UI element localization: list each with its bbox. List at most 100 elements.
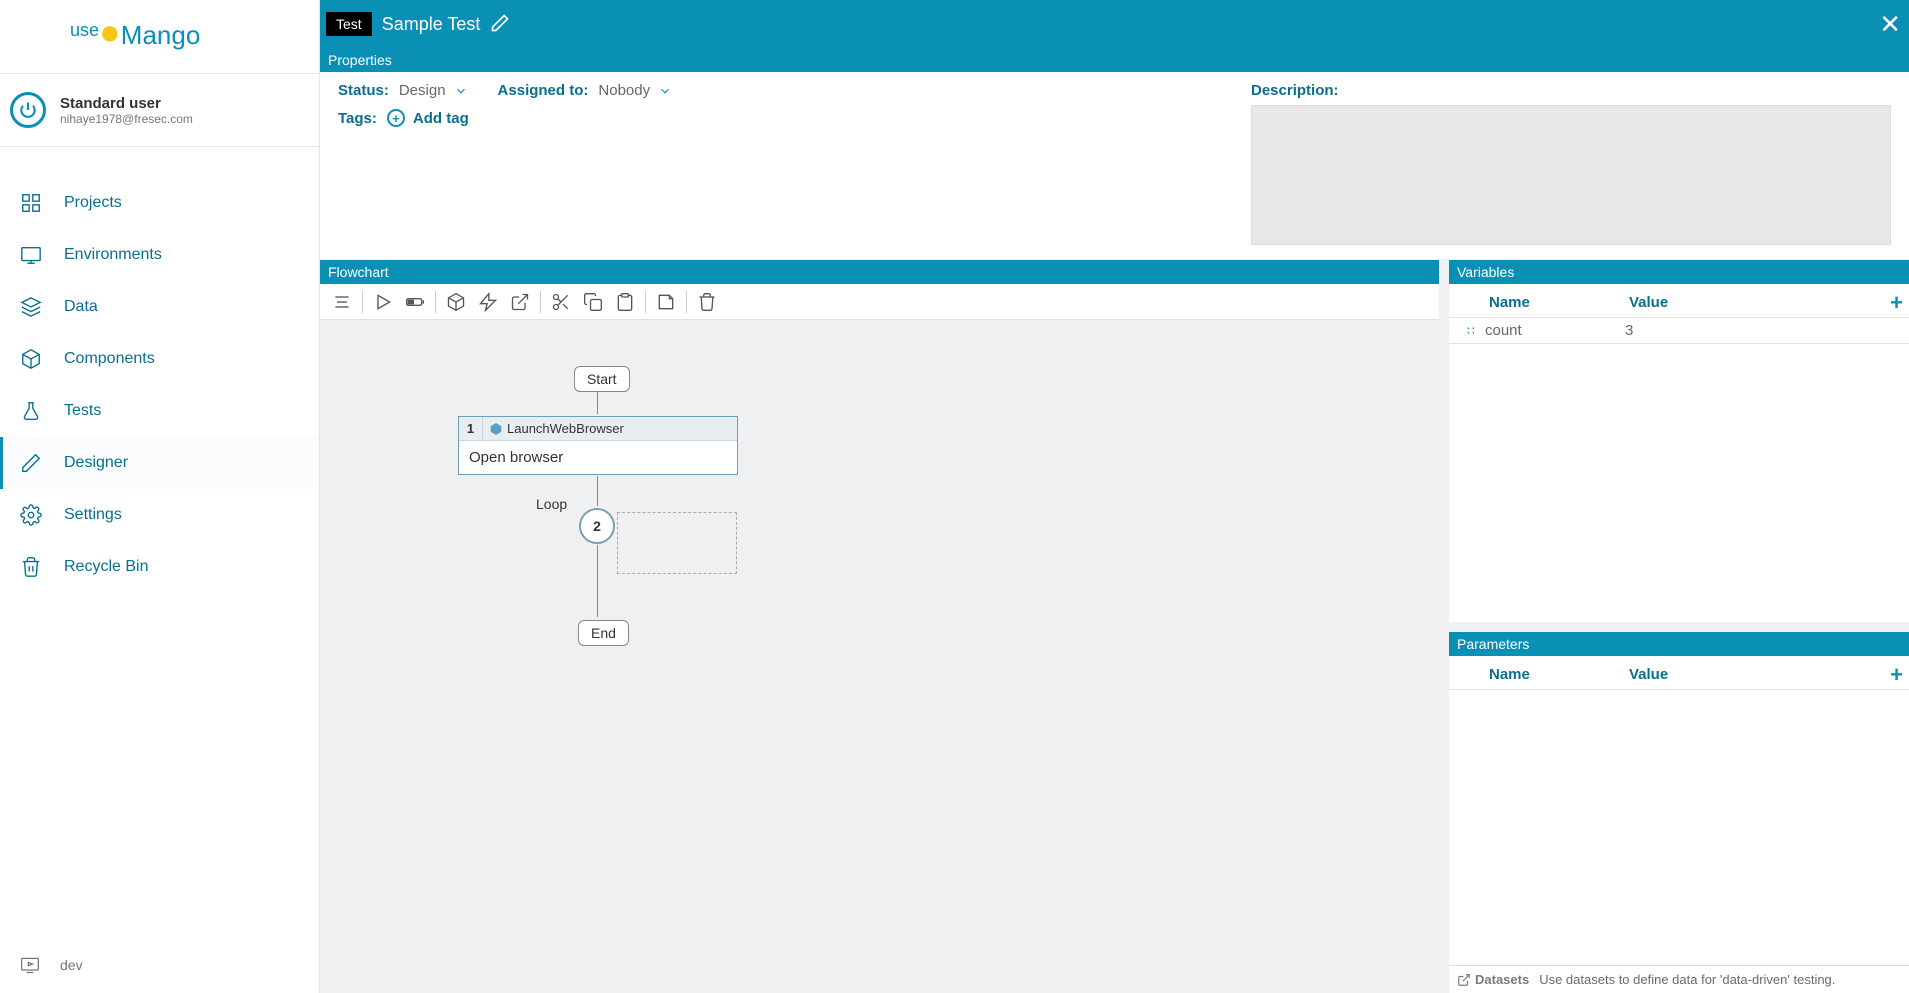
cube-icon: [446, 292, 466, 312]
add-tag-button[interactable]: Add tag: [413, 110, 469, 127]
nav-projects[interactable]: Projects: [0, 177, 319, 229]
cube-small-icon: [489, 422, 503, 436]
note-icon: [656, 292, 676, 312]
add-parameter-button[interactable]: +: [1890, 662, 1903, 688]
parameters-columns: Name Value: [1449, 656, 1909, 690]
variables-header: Variables: [1449, 260, 1909, 284]
nav-components[interactable]: Components: [0, 333, 319, 385]
titlebar: Test Sample Test ✕: [320, 0, 1909, 48]
col-value: Value: [1629, 294, 1668, 311]
nav-label: Recycle Bin: [64, 558, 148, 576]
external-link-icon: [1457, 973, 1471, 987]
logo[interactable]: use●Mango: [0, 0, 319, 74]
flowchart-column: Flowchart: [320, 260, 1439, 993]
datasets-link[interactable]: Datasets: [1457, 972, 1529, 987]
sidebar-footer[interactable]: dev: [20, 955, 83, 975]
nav-label: Tests: [64, 402, 101, 420]
paste-button[interactable]: [609, 287, 641, 317]
step-node[interactable]: 1 LaunchWebBrowser Open browser: [458, 416, 738, 475]
delete-button[interactable]: [691, 287, 723, 317]
align-icon: [332, 292, 352, 312]
bolt-icon: [478, 292, 498, 312]
properties-header: Properties: [320, 48, 1909, 72]
chevron-down-icon[interactable]: [454, 84, 468, 98]
workspace: Flowchart: [320, 260, 1909, 993]
battery-button[interactable]: [399, 287, 431, 317]
add-variable-button[interactable]: +: [1890, 290, 1903, 316]
status-label: Status:: [338, 82, 389, 99]
main: Test Sample Test ✕ Properties Status: De…: [320, 0, 1909, 993]
title-edit-button[interactable]: [490, 13, 510, 36]
nav-tests[interactable]: Tests: [0, 385, 319, 437]
variables-panel: Variables + Name Value ∷ count 3: [1449, 260, 1909, 622]
nav-data[interactable]: Data: [0, 281, 319, 333]
package-button[interactable]: [440, 287, 472, 317]
section-label: Parameters: [1457, 636, 1529, 652]
nav: Projects Environments Data Components Te…: [0, 147, 319, 593]
nav-environments[interactable]: Environments: [0, 229, 319, 281]
datasets-hint: Use datasets to define data for 'data-dr…: [1539, 972, 1835, 987]
flowchart-header: Flowchart: [320, 260, 1439, 284]
variable-row[interactable]: ∷ count 3: [1449, 318, 1909, 344]
edge: [597, 390, 598, 414]
section-label: Properties: [328, 52, 392, 68]
user-block[interactable]: Standard user nihaye1978@fresec.com: [0, 74, 319, 147]
logo-dot-icon: ●: [99, 11, 121, 52]
end-node[interactable]: End: [578, 620, 629, 646]
description-input[interactable]: [1251, 105, 1891, 245]
trash-icon: [697, 292, 717, 312]
clipboard-icon: [615, 292, 635, 312]
user-email: nihaye1978@fresec.com: [60, 112, 193, 126]
close-button[interactable]: ✕: [1879, 9, 1901, 40]
run-env-icon: [20, 955, 40, 975]
grip-icon[interactable]: ∷: [1467, 324, 1485, 338]
loop-drop-zone[interactable]: [617, 512, 737, 574]
nav-settings[interactable]: Settings: [0, 489, 319, 541]
parameters-panel: Parameters + Name Value Datasets Use dat…: [1449, 632, 1909, 993]
open-external-button[interactable]: [504, 287, 536, 317]
align-button[interactable]: [326, 287, 358, 317]
footer-env: dev: [60, 957, 83, 973]
grid-icon: [20, 192, 42, 214]
copy-button[interactable]: [577, 287, 609, 317]
col-name: Name: [1489, 666, 1629, 683]
nav-recyclebin[interactable]: Recycle Bin: [0, 541, 319, 593]
nav-designer[interactable]: Designer: [0, 437, 319, 489]
title-text: Sample Test: [382, 14, 481, 35]
nav-label: Components: [64, 350, 155, 368]
cut-icon: [551, 292, 571, 312]
play-icon: [373, 292, 393, 312]
flow-canvas[interactable]: Start 1 LaunchWebBrowser Open browser Lo…: [320, 320, 1439, 993]
cut-button[interactable]: [545, 287, 577, 317]
sidebar: use●Mango Standard user nihaye1978@frese…: [0, 0, 320, 993]
parameters-header: Parameters: [1449, 632, 1909, 656]
chevron-down-icon[interactable]: [658, 84, 672, 98]
title-tag: Test: [326, 12, 372, 36]
loop-node[interactable]: 2: [579, 508, 615, 544]
datasets-bar: Datasets Use datasets to define data for…: [1449, 965, 1909, 993]
flowchart-toolbar: [320, 284, 1439, 320]
power-icon: [10, 92, 46, 128]
logo-prefix: use: [70, 20, 99, 40]
edge: [597, 476, 598, 506]
status-value[interactable]: Design: [399, 82, 446, 99]
edit-icon: [490, 13, 510, 33]
edit-icon: [20, 452, 42, 474]
section-label: Flowchart: [328, 264, 389, 280]
assigned-value[interactable]: Nobody: [598, 82, 650, 99]
external-link-icon: [510, 292, 530, 312]
user-name: Standard user: [60, 95, 193, 112]
add-tag-icon[interactable]: +: [387, 109, 405, 127]
bolt-button[interactable]: [472, 287, 504, 317]
properties-pane: Status: Design Assigned to: Nobody Tags:…: [320, 72, 1909, 259]
step-text: Open browser: [459, 441, 737, 474]
start-node[interactable]: Start: [574, 366, 630, 392]
description-label: Description:: [1251, 82, 1891, 99]
loop-label: Loop: [536, 496, 567, 512]
nav-label: Projects: [64, 194, 122, 212]
assigned-label: Assigned to:: [498, 82, 589, 99]
step-component: LaunchWebBrowser: [483, 421, 624, 436]
step-number: 1: [459, 417, 483, 440]
play-button[interactable]: [367, 287, 399, 317]
note-button[interactable]: [650, 287, 682, 317]
